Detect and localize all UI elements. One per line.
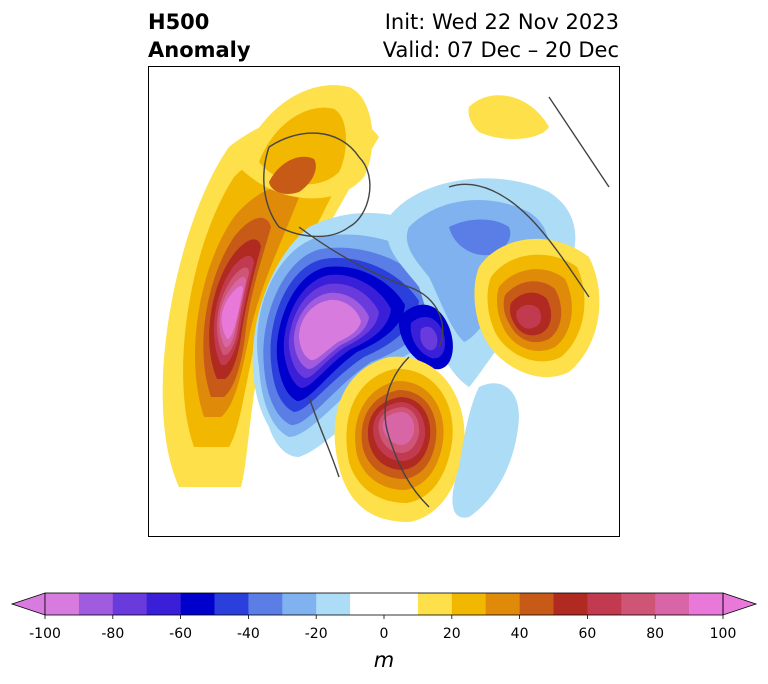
colorbar-bin [282, 593, 317, 615]
colorbar-bin [417, 593, 453, 615]
colorbar-bin [45, 593, 80, 615]
colorbar-bin [655, 593, 690, 615]
colorbar-unit: m [373, 648, 395, 672]
title-field-type: Anomaly [148, 38, 251, 62]
colorbar-tick-label: 60 [578, 626, 597, 642]
colorbar-tick-label: -100 [29, 626, 61, 642]
colorbar-bin [553, 593, 588, 615]
colorbar-bin [485, 593, 520, 615]
ridge-europe [334, 356, 465, 522]
colorbar-bin [587, 593, 622, 615]
ridge-top-asia [239, 85, 373, 199]
title-variable: H500 [148, 10, 210, 34]
colorbar-bin [146, 593, 181, 615]
colorbar-bin [384, 593, 419, 615]
colorbar-bin [621, 593, 656, 615]
colorbar-tick-label: -20 [304, 626, 328, 642]
colorbar-tick-label: 40 [510, 626, 529, 642]
colorbar-tick-label: 80 [646, 626, 665, 642]
title-left: H500 Anomaly [148, 8, 251, 64]
colorbar-tick-label: -40 [236, 626, 260, 642]
ridge-arctic [468, 95, 549, 139]
colorbar-bin [248, 593, 283, 615]
colorbar-bin [350, 593, 385, 615]
colorbar-bin [112, 593, 147, 615]
colorbar-bin [214, 593, 249, 615]
colorbar-bin [180, 593, 215, 615]
colorbar-extend-min [10, 592, 46, 616]
weak-negative-central-asia [452, 383, 519, 518]
colorbar-extend-max [722, 592, 758, 616]
anomaly-map [148, 66, 620, 537]
valid-period: Valid: 07 Dec – 20 Dec [382, 38, 619, 62]
colorbar-tick-label: -80 [101, 626, 125, 642]
colorbar-tick-label: 20 [442, 626, 461, 642]
colorbar-bin [689, 593, 724, 615]
colorbar-bins [45, 593, 724, 615]
trough-western-north-america [252, 212, 471, 457]
title-right: Init: Wed 22 Nov 2023 Valid: 07 Dec – 20… [383, 8, 619, 64]
colorbar-bin [451, 593, 486, 615]
colorbar-bin [519, 593, 554, 615]
colorbar-tick-label: 0 [379, 626, 389, 642]
colorbar-tick-label: 100 [709, 626, 737, 642]
colorbar-ticks [44, 615, 724, 619]
ridge-east-asia [474, 238, 600, 378]
colorbar-bin [316, 593, 351, 615]
colorbar-bin [78, 593, 114, 615]
coastlines [263, 96, 610, 508]
init-date: Init: Wed 22 Nov 2023 [384, 10, 619, 34]
map-svg [162, 85, 610, 522]
colorbar [10, 592, 758, 619]
colorbar-tick-label: -60 [169, 626, 193, 642]
